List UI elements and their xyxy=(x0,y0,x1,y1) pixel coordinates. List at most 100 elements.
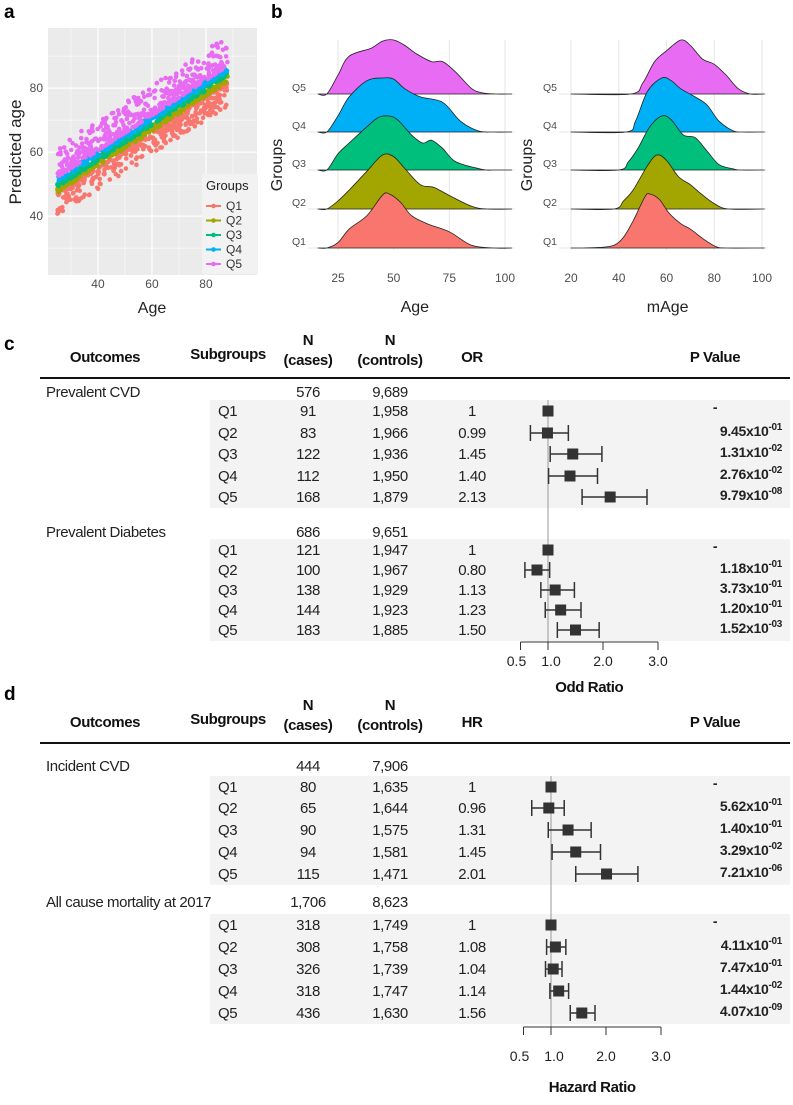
scatter-point-q1 xyxy=(153,143,158,148)
estimate-value: 1.23 xyxy=(458,602,486,619)
scatter-point-q5 xyxy=(90,128,95,134)
controls-count: 1,749 xyxy=(372,917,408,934)
p-value: - xyxy=(713,399,718,415)
scatter-point-q5 xyxy=(209,50,215,56)
controls-count: 1,739 xyxy=(372,961,408,978)
scatter-point-q4 xyxy=(80,159,86,165)
table-row: Q1 80 1,635 1 - xyxy=(218,775,718,796)
controls-count: 1,958 xyxy=(372,403,408,420)
p-value-mantissa: 1.44x10 xyxy=(720,981,769,997)
cases-count: 308 xyxy=(296,939,320,956)
subgroup-label: Q1 xyxy=(218,542,237,559)
scatter-point-q5 xyxy=(193,84,198,90)
p-value: 9.79x10-08 xyxy=(720,486,783,503)
cases-count: 326 xyxy=(296,961,320,978)
scatter-point-q1 xyxy=(178,122,183,127)
estimate-value: 1.14 xyxy=(458,983,486,1000)
scatter-point-q4 xyxy=(143,122,148,127)
cases-count: 90 xyxy=(300,822,316,839)
scatter-point-q1 xyxy=(124,156,129,161)
estimate-value: 1.13 xyxy=(458,582,486,599)
cases-count: 83 xyxy=(300,425,316,442)
p-value: 1.31x10-02 xyxy=(720,443,783,460)
p-value: 7.47x10-01 xyxy=(720,958,783,975)
scatter-point-q5 xyxy=(168,75,173,81)
scatter-point-q2 xyxy=(126,142,132,148)
p-value: 9.45x10-01 xyxy=(720,422,783,439)
scatter-point-q3 xyxy=(148,123,154,129)
p-value-mantissa: 1.31x10 xyxy=(720,444,769,460)
scatter-point-q5 xyxy=(154,80,160,86)
controls-count: 1,950 xyxy=(372,468,408,485)
ridgeline-plot-age: 25 50 75 100 Q1 Q2 Q3 Q4 Q5 Age Groups xyxy=(269,39,515,316)
scatter-point-q1 xyxy=(189,113,195,119)
scatter-point-q5 xyxy=(146,87,152,93)
cases-count: 144 xyxy=(296,602,320,619)
cases-count: 183 xyxy=(296,622,320,639)
p-value: - xyxy=(713,775,718,791)
scatter-point-q3 xyxy=(123,138,128,144)
scatter-point-q4 xyxy=(147,118,153,124)
scatter-point-q1 xyxy=(148,148,153,153)
header-n-controls: N xyxy=(385,332,395,349)
scatter-point-q1 xyxy=(152,137,157,143)
scatter-point-q5 xyxy=(219,40,224,45)
group-label: Q4 xyxy=(292,120,306,132)
estimate-box xyxy=(541,427,553,439)
scatter-point-q5 xyxy=(121,109,126,114)
cases-count: 168 xyxy=(296,489,320,506)
scatter-point-q5 xyxy=(148,110,154,116)
scatter-point-q1 xyxy=(98,181,103,187)
p-value: 1.52x10-03 xyxy=(720,619,783,636)
p-value-mantissa: 9.45x10 xyxy=(720,423,769,439)
table-row: Q4 112 1,950 1.40 2.76x10-02 xyxy=(218,465,783,485)
scatter-point-q5 xyxy=(71,156,76,161)
density-ridge-q5 xyxy=(570,39,765,96)
header-subgroups: Subgroups xyxy=(190,711,266,728)
scatter-point-q5 xyxy=(189,60,195,65)
controls-count: 1,758 xyxy=(372,939,408,956)
estimate-box xyxy=(545,919,557,931)
cases-count: 138 xyxy=(296,582,320,599)
scatter-point-q1 xyxy=(205,100,211,106)
cases-count: 65 xyxy=(300,800,316,817)
scatter-point-q1 xyxy=(72,197,77,202)
header-controls: (controls) xyxy=(357,352,423,369)
x-tick-label: 2.0 xyxy=(593,653,613,669)
estimate-box xyxy=(543,802,555,814)
scatter-point-q5 xyxy=(116,131,122,137)
estimate-box xyxy=(562,824,574,836)
scatter-point-q1 xyxy=(207,112,213,118)
scatter-point-q1 xyxy=(111,164,117,169)
scatter-point-q1 xyxy=(142,143,148,149)
y-tick-label: 80 xyxy=(30,81,44,95)
subgroup-label: Q3 xyxy=(218,822,237,839)
subgroup-label: Q4 xyxy=(218,602,237,619)
cases-count: 318 xyxy=(296,917,320,934)
table-row: Q2 308 1,758 1.08 4.11x10-01 xyxy=(218,936,783,956)
estimate-value: 1.45 xyxy=(458,446,486,463)
scatter-point-q5 xyxy=(116,112,122,117)
scatter-point-q1 xyxy=(77,182,82,188)
controls-count: 1,471 xyxy=(372,866,408,883)
scatter-point-q1 xyxy=(104,163,109,169)
controls-count: 1,879 xyxy=(372,489,408,506)
x-tick-label: 50 xyxy=(387,271,401,285)
outcome-label: Incident CVD xyxy=(46,758,130,775)
group-label: Q5 xyxy=(292,82,306,94)
scatter-point-q5 xyxy=(113,135,118,140)
table-row: Q5 183 1,885 1.50 1.52x10-03 xyxy=(218,619,783,639)
estimate-value: 1.31 xyxy=(458,822,486,839)
panel-label-b: b xyxy=(271,2,283,23)
p-value-mantissa: 9.79x10 xyxy=(720,487,769,503)
scatter-point-q5 xyxy=(107,129,112,135)
x-tick-label: 40 xyxy=(612,271,626,285)
scatter-point-q1 xyxy=(86,192,92,198)
controls-count: 1,936 xyxy=(372,446,408,463)
header-measure: OR xyxy=(461,349,483,366)
scatter-point-q5 xyxy=(186,88,191,94)
density-ridge-q2 xyxy=(317,153,513,210)
x-tick-label: 3.0 xyxy=(651,1048,671,1064)
density-ridge-q4 xyxy=(317,77,513,134)
scatter-point-q5 xyxy=(182,91,187,96)
